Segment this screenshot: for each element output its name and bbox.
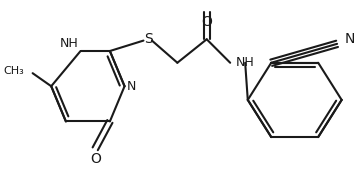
Text: S: S [144,32,153,46]
Text: CH₃: CH₃ [4,66,24,76]
Text: O: O [201,15,212,28]
Text: N: N [127,80,136,93]
Text: N: N [344,32,355,46]
Text: NH: NH [60,37,79,50]
Text: O: O [90,152,101,166]
Text: NH: NH [236,56,255,69]
